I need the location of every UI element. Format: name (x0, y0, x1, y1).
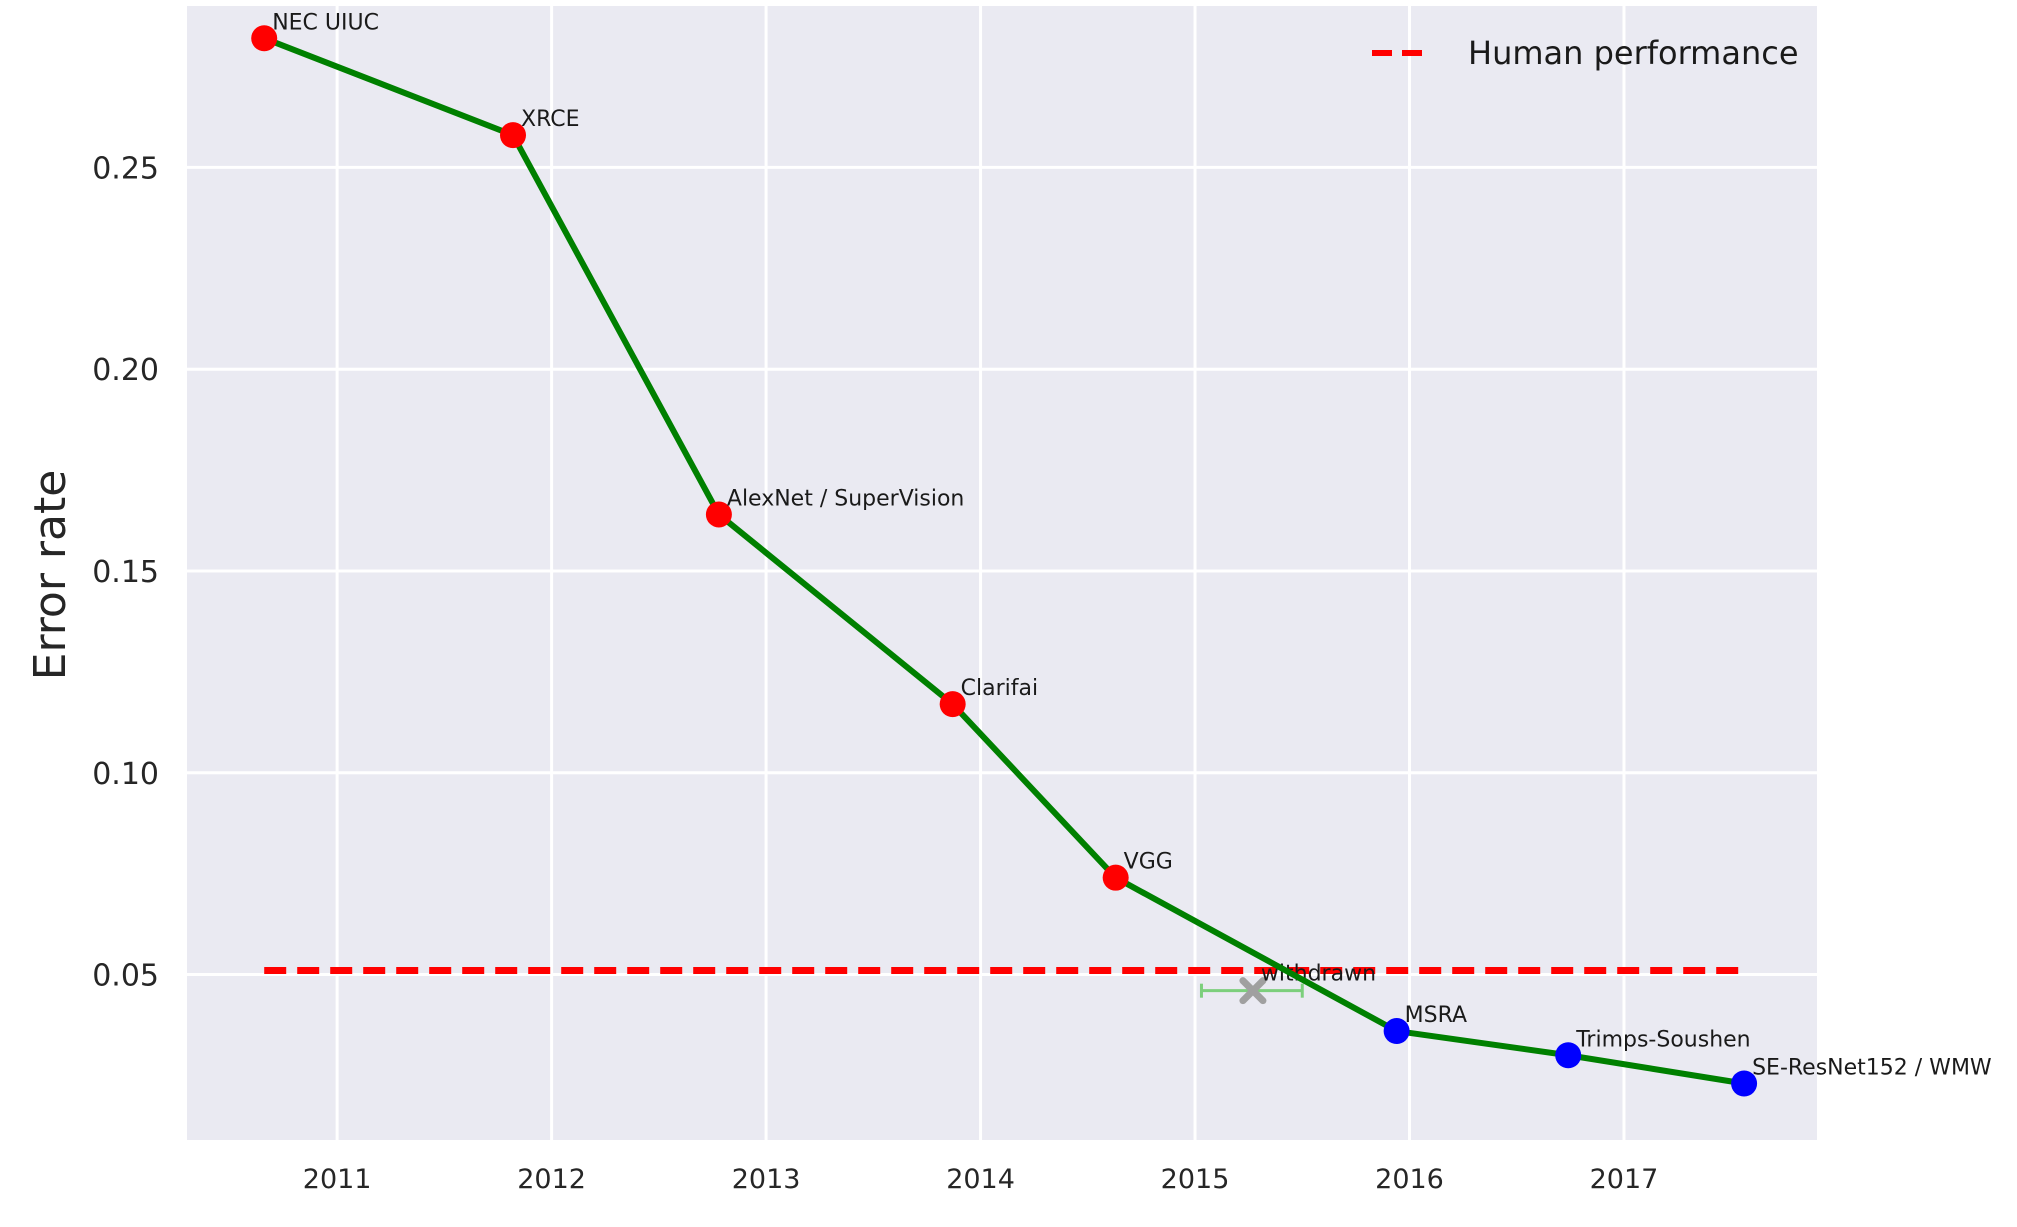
data-point-label: AlexNet / SuperVision (727, 486, 964, 511)
y-tick-label: 0.10 (92, 757, 159, 792)
grid-lines (187, 6, 1817, 1140)
data-point (1731, 1070, 1758, 1097)
data-point (705, 501, 732, 528)
data-point (500, 122, 526, 149)
data-point-label: MSRA (1405, 1003, 1467, 1028)
x-tick-label: 2017 (1590, 1164, 1659, 1195)
legend: Human performance (1372, 34, 1799, 72)
point-labels: NEC UIUC XRCE AlexNet / SuperVision Clarifa… (272, 10, 1992, 1080)
x-tick-label: 2013 (732, 1164, 801, 1195)
data-point (1555, 1042, 1582, 1069)
withdrawn-marker (1239, 977, 1267, 1005)
x-tick-labels: 2011 2012 2013 2014 2015 2016 2017 (303, 1164, 1659, 1195)
y-tick-label: 0.15 (92, 555, 159, 590)
legend-label-human-performance: Human performance (1468, 34, 1799, 72)
data-point (939, 691, 966, 718)
data-point-label: SE-ResNet152 / WMW (1752, 1056, 1992, 1081)
plot-area (187, 6, 1817, 1140)
data-point-label: NEC UIUC (272, 10, 379, 35)
data-points (251, 25, 1758, 1097)
error-rate-line (263, 35, 1745, 1087)
data-point (1102, 864, 1129, 891)
y-axis-label: Error rate (25, 470, 76, 681)
data-point-label: Clarifai (961, 676, 1038, 701)
x-tick-label: 2014 (946, 1164, 1015, 1195)
y-tick-label: 0.25 (92, 151, 159, 186)
data-point-label: Trimps-Soushen (1575, 1027, 1750, 1052)
x-tick-label: 2012 (517, 1164, 586, 1195)
y-tick-label: 0.20 (92, 353, 159, 388)
data-point-label: VGG (1124, 850, 1173, 875)
x-tick-label: 2011 (303, 1164, 372, 1195)
data-point-label: XRCE (521, 107, 580, 132)
data-point (1383, 1018, 1410, 1045)
data-point (251, 25, 278, 52)
x-tick-label: 2016 (1375, 1164, 1444, 1195)
x-tick-label: 2015 (1161, 1164, 1230, 1195)
y-tick-label: 0.05 (92, 959, 159, 994)
y-tick-labels: 0.05 0.10 0.15 0.20 0.25 (92, 151, 159, 993)
error-rate-series (263, 35, 1745, 1087)
